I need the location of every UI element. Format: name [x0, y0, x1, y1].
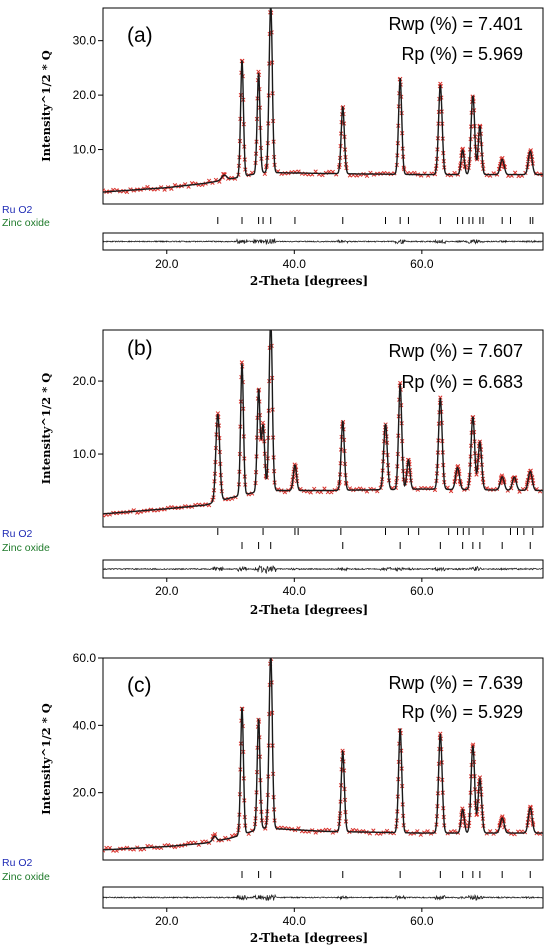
plot-area [103, 651, 543, 853]
y-axis-label: Intensity^1/2 * Q [39, 703, 53, 814]
calculated-line [103, 8, 543, 193]
panel-label: (c) [127, 674, 152, 697]
observed-point [269, 316, 273, 320]
x-tick-label: 20.0 [155, 584, 179, 598]
panel-a: 10.0 20.0 30.0 Intensity^1/2 * Q (a) Rwp (%) … [2, 0, 544, 288]
rwp-value: Rwp (%) = 7.639 [388, 673, 523, 693]
observed-point [268, 325, 272, 329]
plot-frame [102, 7, 544, 205]
y-tick-label: 30.0 [73, 34, 97, 48]
panel-c: 20.0 40.0 60.0 Intensity^1/2 * Q (c) Rwp (%) … [2, 651, 544, 945]
y-tick-label: 10.0 [73, 143, 97, 157]
observed-point [452, 828, 457, 834]
observed-point [256, 69, 261, 74]
rwp-value: Rwp (%) = 7.401 [388, 14, 523, 34]
panel-label: (a) [127, 24, 153, 47]
plot-area [103, 316, 543, 518]
phase-legend-ruo2: Ru O2 [2, 204, 33, 216]
phase-legend-ruo2: Ru O2 [2, 857, 33, 869]
y-tick-label: 60.0 [73, 651, 97, 665]
observed-point [308, 490, 313, 495]
x-axis-label: 2-Theta [degrees] [250, 603, 368, 617]
y-tick-label: 10.0 [73, 447, 97, 461]
y-axis-label: Intensity^1/2 * Q [39, 50, 53, 161]
x-tick-label: 40.0 [283, 257, 307, 271]
phase-legend-zno: Zinc oxide [2, 217, 50, 229]
calculated-line [103, 330, 543, 515]
phase-legend-zno: Zinc oxide [2, 542, 50, 554]
x-tick-label: 60.0 [410, 257, 434, 271]
y-tick-label: 20.0 [73, 786, 97, 800]
panel-label: (b) [127, 337, 153, 360]
observed-point [269, 651, 273, 655]
observed-point [239, 360, 244, 365]
phase-legend-ruo2: Ru O2 [2, 528, 33, 540]
observed-point [470, 742, 476, 747]
panel-b: 10.0 20.0 Intensity^1/2 * Q (b) Rwp (%) = 7.… [2, 316, 544, 617]
x-axis-label: 2-Theta [degrees] [250, 931, 368, 945]
difference-curve [102, 893, 544, 902]
y-axis-label: Intensity^1/2 * Q [39, 373, 53, 484]
observed-point [438, 395, 443, 400]
phase-legend-zno: Zinc oxide [2, 871, 50, 883]
x-tick-label: 40.0 [283, 584, 307, 598]
x-tick-label: 60.0 [410, 584, 434, 598]
plot-frame [102, 329, 544, 528]
x-axis-label: 2-Theta [degrees] [250, 274, 368, 288]
plot-area [103, 0, 543, 195]
difference-curve [102, 565, 544, 574]
observed-point [438, 731, 443, 736]
x-tick-label: 20.0 [155, 257, 179, 271]
calculated-line [103, 658, 543, 851]
observed-point [474, 472, 479, 477]
rp-value: Rp (%) = 5.929 [401, 702, 523, 722]
observed-point [500, 155, 505, 161]
observed-point [322, 486, 327, 491]
observed-point [269, 0, 273, 4]
observed-point [460, 146, 465, 151]
rp-value: Rp (%) = 5.969 [401, 44, 523, 64]
observed-point [455, 464, 461, 469]
observed-point [215, 411, 221, 416]
x-tick-label: 40.0 [283, 914, 307, 928]
observed-point [398, 380, 403, 386]
observed-point [212, 832, 218, 837]
plot-frame [102, 657, 544, 861]
y-tick-label: 40.0 [73, 718, 97, 732]
x-tick-label: 60.0 [410, 914, 434, 928]
y-tick-label: 20.0 [73, 374, 97, 388]
y-tick-label: 20.0 [73, 88, 97, 102]
rwp-value: Rwp (%) = 7.607 [388, 341, 523, 361]
observed-point [269, 330, 274, 331]
x-tick-label: 20.0 [155, 914, 179, 928]
rp-value: Rp (%) = 6.683 [401, 372, 523, 392]
difference-curve [102, 238, 544, 245]
observed-point [540, 172, 543, 178]
observed-point [220, 175, 225, 180]
